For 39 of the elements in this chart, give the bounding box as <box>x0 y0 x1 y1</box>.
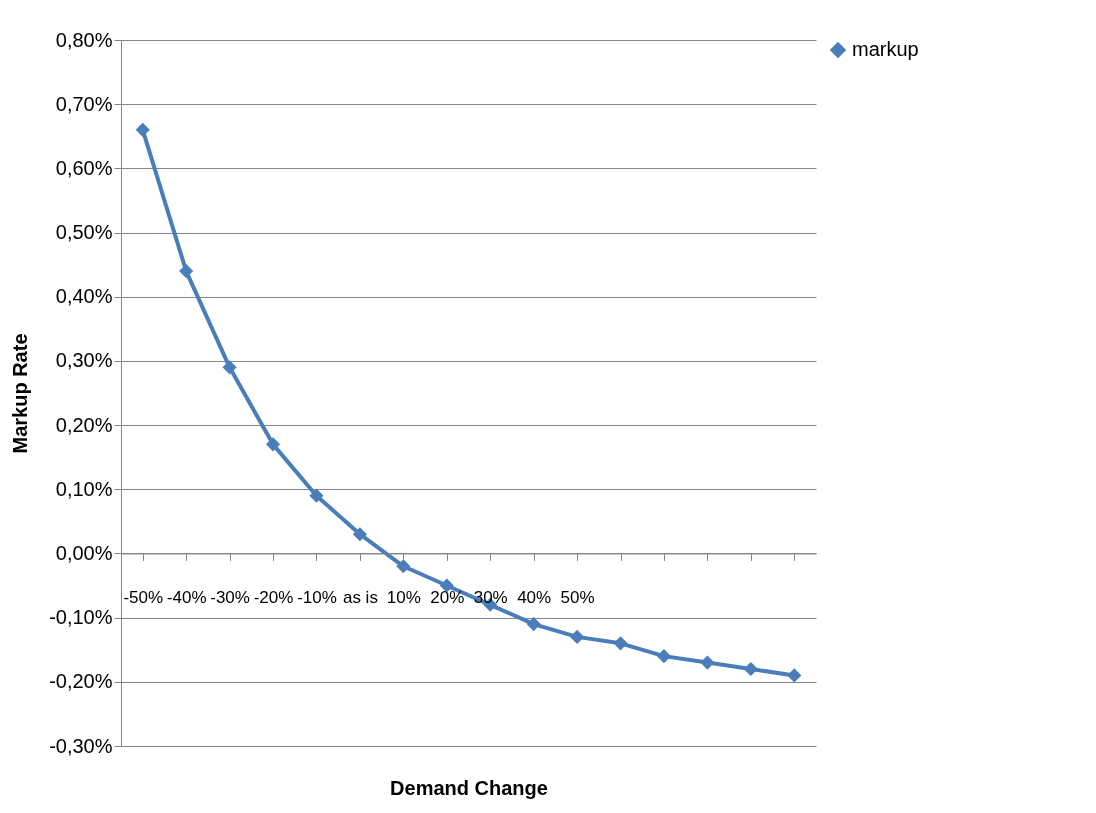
y-tick-label: 0,00% <box>55 541 113 564</box>
x-tick-label: -20% <box>253 587 294 607</box>
y-tick-label: -0,20% <box>49 670 113 693</box>
point <box>743 661 758 677</box>
point <box>396 559 411 574</box>
legend-label: markup <box>852 38 919 60</box>
x-tick-label: 40% <box>517 587 552 607</box>
y-tick-label: -0,30% <box>49 734 113 757</box>
point <box>179 263 194 279</box>
x-axis-title: Demand Change <box>390 776 548 799</box>
x-tick-label: 50% <box>560 587 595 607</box>
x-tick-label: as is <box>342 587 378 607</box>
y-tick-label: 0,60% <box>55 156 113 179</box>
y-tick-label: 0,10% <box>55 477 113 500</box>
y-tick-label: 0,80% <box>55 28 113 51</box>
y-axis-title: Markup Rate <box>9 333 32 454</box>
point <box>265 437 281 452</box>
point <box>570 629 585 644</box>
point <box>787 668 802 683</box>
y-tick-label: 0,70% <box>55 92 113 115</box>
point <box>613 636 628 651</box>
y-tick-label: 0,30% <box>55 349 113 372</box>
x-tick-label: -30% <box>210 587 250 607</box>
point <box>526 616 541 632</box>
x-tick-label: -50% <box>123 587 164 607</box>
point <box>135 122 150 137</box>
x-tick-label: 20% <box>430 587 465 607</box>
y-tick-label: -0,10% <box>49 606 113 629</box>
point <box>700 655 715 670</box>
point <box>222 360 237 375</box>
point <box>656 649 672 664</box>
y-tick-label: 0,50% <box>55 221 113 244</box>
x-tick-label: -40% <box>166 587 207 607</box>
y-tick-label: 0,20% <box>55 413 113 436</box>
point <box>352 527 367 542</box>
y-tick-label: 0,40% <box>55 285 113 308</box>
x-tick-label: 10% <box>386 587 421 607</box>
x-tick-label: -10% <box>297 587 337 607</box>
point <box>309 488 324 503</box>
